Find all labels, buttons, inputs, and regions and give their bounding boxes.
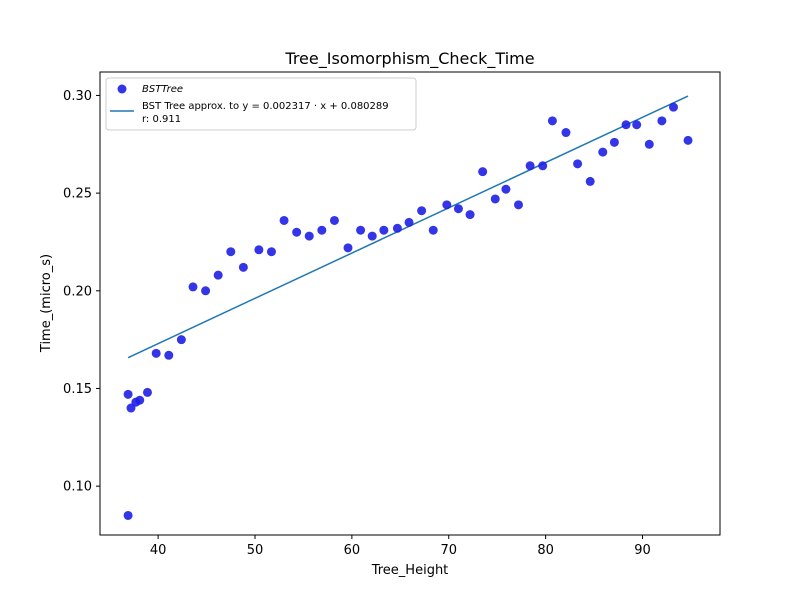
data-point [356,225,366,235]
legend-line-label: BST Tree approx. to y = 0.002317 · x + 0… [142,101,389,112]
legend-r-label: r: 0.911 [142,114,181,125]
data-point [201,286,211,296]
data-point [226,247,236,257]
y-tick-label: 0.15 [63,382,92,397]
data-point [266,247,276,257]
data-point [585,176,595,186]
regression-line [127,95,689,359]
data-point [367,231,377,241]
data-point [392,223,402,233]
data-point [547,116,557,126]
data-point [657,116,667,126]
data-point [621,120,631,130]
data-point [683,135,693,145]
chart-title: Tree_Isomorphism_Check_Time [284,49,534,69]
data-point [644,139,654,149]
x-tick-label: 80 [537,543,554,558]
y-tick-label: 0.25 [63,187,92,202]
data-point [490,194,500,204]
x-tick-label: 40 [150,543,167,558]
data-point [442,200,452,210]
data-point [453,204,463,214]
data-point [525,161,535,171]
plot-marks [123,95,693,520]
x-tick-label: 90 [634,543,651,558]
data-point [213,270,223,280]
data-point [123,389,133,399]
data-point [428,225,438,235]
data-point [379,225,389,235]
data-point [292,227,302,237]
data-point [538,161,548,171]
data-point [254,245,264,255]
y-axis-label: Time_(micro_s) [39,254,54,353]
data-point [632,120,642,130]
data-point [135,395,145,405]
data-point [317,225,327,235]
data-point [176,335,186,345]
y-tick-label: 0.10 [63,480,92,495]
data-point [279,215,289,225]
data-point [151,348,161,358]
x-tick-label: 50 [247,543,264,558]
x-axis-label: Tree_Height [371,563,449,578]
data-point [164,350,174,360]
plot-frame [99,71,721,536]
data-point [598,147,608,157]
y-axis: 0.10 0.15 0.20 0.25 0.30 [63,89,100,495]
legend-scatter-label: BSTTree [142,84,183,95]
legend-scatter-marker [117,84,127,94]
data-point [188,282,198,292]
data-point [501,184,511,194]
legend-box [105,77,417,131]
data-point [304,231,314,241]
data-point [123,510,133,520]
data-point [343,243,353,253]
x-tick-label: 60 [344,543,361,558]
y-tick-label: 0.20 [63,284,92,299]
data-point [514,200,523,210]
data-point [329,215,339,225]
data-point [417,206,427,216]
x-tick-label: 70 [440,543,457,558]
data-point [669,102,678,112]
data-point [573,159,583,169]
data-point [404,217,414,227]
legend: BSTTree BST Tree approx. to y = 0.002317… [105,77,417,131]
data-point [142,387,152,397]
data-point [238,262,248,272]
data-point [609,137,619,147]
x-axis: 40 50 60 70 80 90 [150,535,651,558]
data-point [561,128,571,138]
y-tick-label: 0.30 [63,89,92,104]
data-point [478,167,488,177]
data-point [465,210,475,220]
